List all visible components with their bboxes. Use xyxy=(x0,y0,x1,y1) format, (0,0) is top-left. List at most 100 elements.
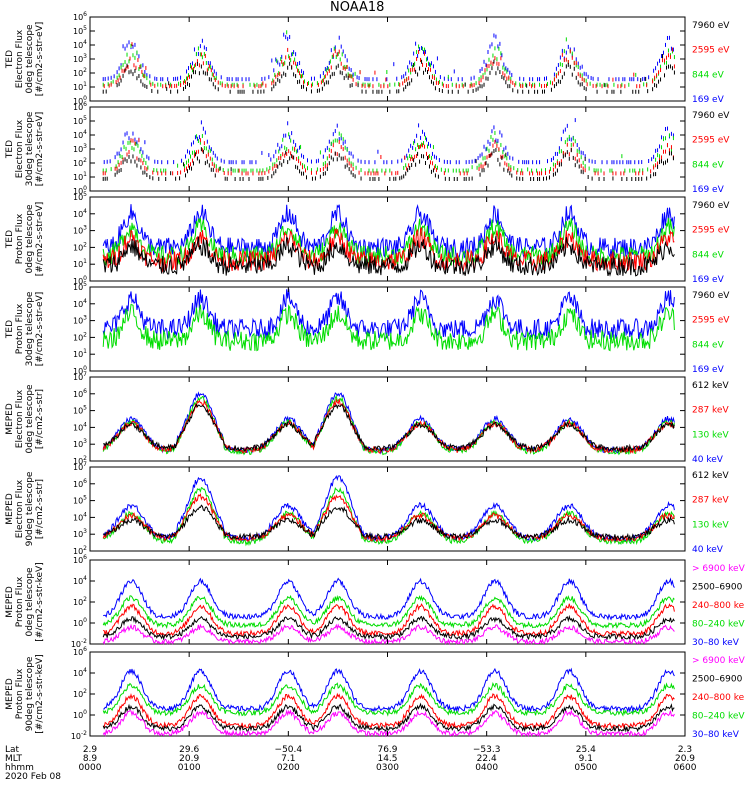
ytick-label: 103 xyxy=(73,143,87,154)
footer-lat: −50.4 xyxy=(275,745,303,755)
legend-entry: 2500–6900 xyxy=(692,583,743,593)
panel-ylabel-line: Electron Flux xyxy=(15,389,25,448)
footer-mlt: 20.9 xyxy=(179,754,199,764)
series-line xyxy=(103,577,675,621)
legend-entry: 30–80 keV xyxy=(692,730,740,740)
legend-entry: 844 eV xyxy=(692,340,725,350)
footer-date: 2020 Feb 08 xyxy=(5,772,61,782)
legend-entry: 844 eV xyxy=(692,250,725,260)
panel-ylabel-line: [#/cm2-s-str-eV] xyxy=(35,112,45,187)
legend-entry: 612 keV xyxy=(692,381,729,391)
panel-ylabel-line: 90deg telescope xyxy=(25,656,35,731)
ytick-label: 107 xyxy=(73,371,87,382)
ytick-label: 100 xyxy=(73,275,87,286)
ytick-label: 105 xyxy=(73,405,87,416)
ytick-label: 102 xyxy=(73,331,87,342)
series-line xyxy=(102,288,675,340)
legend-entry: 30–80 keV xyxy=(692,638,740,648)
series-line xyxy=(102,226,675,273)
footer-mlt: 22.4 xyxy=(477,754,497,764)
panel-ylabel-line: Proton Flux xyxy=(15,303,25,354)
ytick-label: 105 xyxy=(73,281,87,292)
legend-entry: > 6900 keV xyxy=(692,656,746,666)
footer-mlt: 8.9 xyxy=(83,754,98,764)
footer-lat: 25.4 xyxy=(576,745,596,755)
ytick-label: 104 xyxy=(73,575,87,586)
panel-ylabel-line: 30deg telescope xyxy=(25,291,35,366)
series-line xyxy=(102,475,675,543)
ytick-label: 101 xyxy=(73,171,87,182)
legend-entry: 40 keV xyxy=(692,545,724,555)
panel-frame-0 xyxy=(89,16,686,102)
ytick-label: 100 xyxy=(73,95,87,106)
ytick-label: 104 xyxy=(73,208,87,219)
series-line xyxy=(102,493,675,543)
legend-entry: 2595 eV xyxy=(692,46,730,56)
ytick-label: 105 xyxy=(73,495,87,506)
legend-entry: 130 keV xyxy=(692,520,729,530)
legend-entry: 240–800 ke xyxy=(692,601,745,611)
ytick-label: 10-2 xyxy=(71,638,87,649)
ytick-label: 106 xyxy=(73,11,87,22)
ytick-label: 106 xyxy=(73,554,87,565)
panel-ylabel-line: Proton Flux xyxy=(15,213,25,264)
footer-lat: 2.9 xyxy=(83,745,98,755)
panel-ylabel-line: Electron Flux xyxy=(15,29,25,88)
footer-lat: −53.3 xyxy=(473,745,501,755)
series-line xyxy=(103,692,675,730)
legend-entry: 169 eV xyxy=(692,185,725,195)
ytick-label: 104 xyxy=(73,667,87,678)
series-line xyxy=(103,403,675,453)
panel-frame-6 xyxy=(89,559,686,645)
footer-lat: 29.6 xyxy=(179,745,199,755)
panel-ylabel-line: TED xyxy=(5,230,15,249)
footer-lat: 2.3 xyxy=(678,745,692,755)
footer-hhmm: 0300 xyxy=(376,763,399,773)
legend-entry: 2595 eV xyxy=(692,136,730,146)
footer-mlt: 20.9 xyxy=(675,754,695,764)
panel-ylabel-line: [#/cm2-s-str-eV] xyxy=(35,22,45,97)
footer-row-label: MLT xyxy=(5,754,23,764)
panel-ylabel-line: Electron Flux xyxy=(15,479,25,538)
ytick-label: 102 xyxy=(73,596,87,607)
ytick-label: 103 xyxy=(73,225,87,236)
ytick-label: 104 xyxy=(73,421,87,432)
panel-ylabel-line: 90deg telescope xyxy=(25,471,35,546)
ytick-label: 104 xyxy=(73,511,87,522)
ytick-label: 104 xyxy=(73,129,87,140)
ytick-label: 105 xyxy=(73,115,87,126)
panel-ylabel-line: 30deg telescope xyxy=(25,111,35,186)
ytick-label: 106 xyxy=(73,478,87,489)
panel-frame-7 xyxy=(89,651,686,737)
panel-ylabel-line: 0deg telescope xyxy=(25,384,35,454)
footer-mlt: 9.1 xyxy=(579,754,593,764)
ytick-label: 102 xyxy=(73,545,87,556)
panel-ylabel-line: TED xyxy=(5,140,15,159)
series-line xyxy=(102,682,675,717)
legend-entry: 169 eV xyxy=(692,365,725,375)
series-line xyxy=(102,594,675,630)
panel-ylabel-line: TED xyxy=(5,50,15,69)
series-line xyxy=(102,614,675,641)
series-line xyxy=(102,702,675,733)
ytick-label: 104 xyxy=(73,298,87,309)
footer-lat: 76.9 xyxy=(377,745,397,755)
ytick-label: 102 xyxy=(73,157,87,168)
series-line xyxy=(102,303,675,352)
ytick-label: 103 xyxy=(73,53,87,64)
chart-title: NOAA18 xyxy=(330,0,385,15)
legend-entry: 169 eV xyxy=(692,275,725,285)
legend-entry: 2595 eV xyxy=(692,316,730,326)
ytick-label: 104 xyxy=(73,39,87,50)
series-line xyxy=(102,235,675,277)
ytick-label: 101 xyxy=(73,258,87,269)
panel-ylabel-line: 0deg telescope xyxy=(25,24,35,94)
ytick-label: 103 xyxy=(73,315,87,326)
panel-ylabel-line: MEPED xyxy=(5,678,15,710)
footer-row-label: Lat xyxy=(5,745,20,755)
panel-ylabel-line: 0deg telescope xyxy=(25,204,35,274)
series-line xyxy=(102,623,675,646)
ytick-label: 100 xyxy=(73,365,87,376)
footer-hhmm: 0000 xyxy=(79,763,102,773)
